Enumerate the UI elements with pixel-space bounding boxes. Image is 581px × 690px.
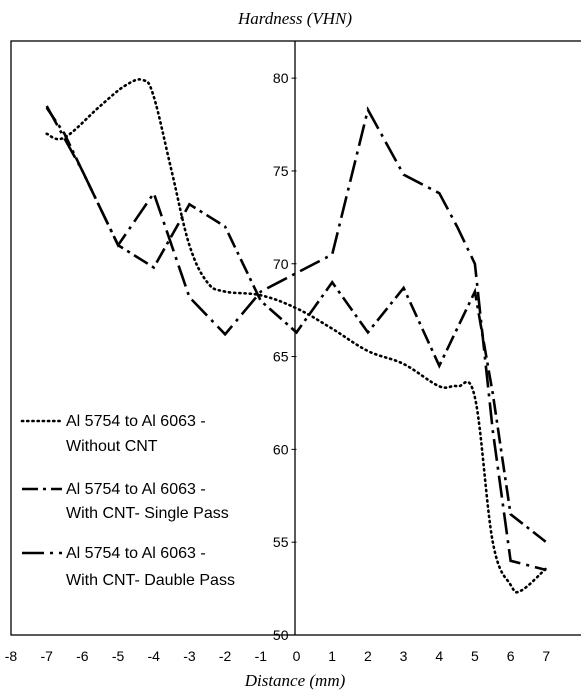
x-tick-label: -3 — [183, 648, 196, 664]
legend-label: Al 5754 to Al 6063 - — [66, 545, 206, 562]
x-tick-label: 3 — [400, 648, 408, 664]
x-tick-label: 4 — [435, 648, 443, 664]
x-tick-label: -4 — [148, 648, 161, 664]
series-line-1 — [45, 78, 548, 594]
x-tick-label: -5 — [112, 648, 125, 664]
y-tick-labels: 50 55 60 65 70 75 80 — [273, 70, 297, 643]
legend-label-line2: With CNT- Single Pass — [66, 505, 229, 522]
legend-label: Al 5754 to Al 6063 - — [66, 481, 206, 498]
y-tick-label: 65 — [273, 349, 289, 365]
y-tick-label: 50 — [273, 627, 289, 643]
legend-label-line2: Without CNT — [66, 438, 158, 455]
x-tick-label: -8 — [5, 648, 18, 664]
y-axis-label: Hardness (VHN) — [237, 9, 352, 28]
x-tick-label: 0 — [293, 648, 301, 664]
x-tick-label: -1 — [255, 648, 268, 664]
x-axis-label: Distance (mm) — [244, 671, 346, 690]
series-line-2 — [45, 107, 548, 544]
series-line-3 — [45, 105, 547, 572]
y-tick-label: 70 — [273, 256, 289, 272]
series-lines — [45, 78, 548, 594]
legend-label: Al 5754 to Al 6063 - — [66, 413, 206, 430]
legend-label-line2: With CNT- Dauble Pass — [66, 572, 235, 589]
x-tick-label: 7 — [542, 648, 550, 664]
x-tick-label: 1 — [328, 648, 336, 664]
x-tick-label: -7 — [40, 648, 53, 664]
y-tick-label: 60 — [273, 441, 289, 457]
x-tick-label: -6 — [76, 648, 89, 664]
x-tick-label: 6 — [507, 648, 515, 664]
y-tick-label: 75 — [273, 163, 289, 179]
x-tick-label: 5 — [471, 648, 479, 664]
legend: Al 5754 to Al 6063 - Without CNT Al 5754 t… — [20, 413, 235, 589]
y-tick-label: 55 — [273, 534, 289, 550]
x-tick-label: -2 — [219, 648, 232, 664]
y-tick-label: 80 — [273, 70, 289, 86]
x-tick-label: 2 — [364, 648, 372, 664]
x-tick-labels: -8 -7 -6 -5 -4 -3 -2 -1 0 1 2 3 4 5 6 7 — [5, 648, 551, 664]
